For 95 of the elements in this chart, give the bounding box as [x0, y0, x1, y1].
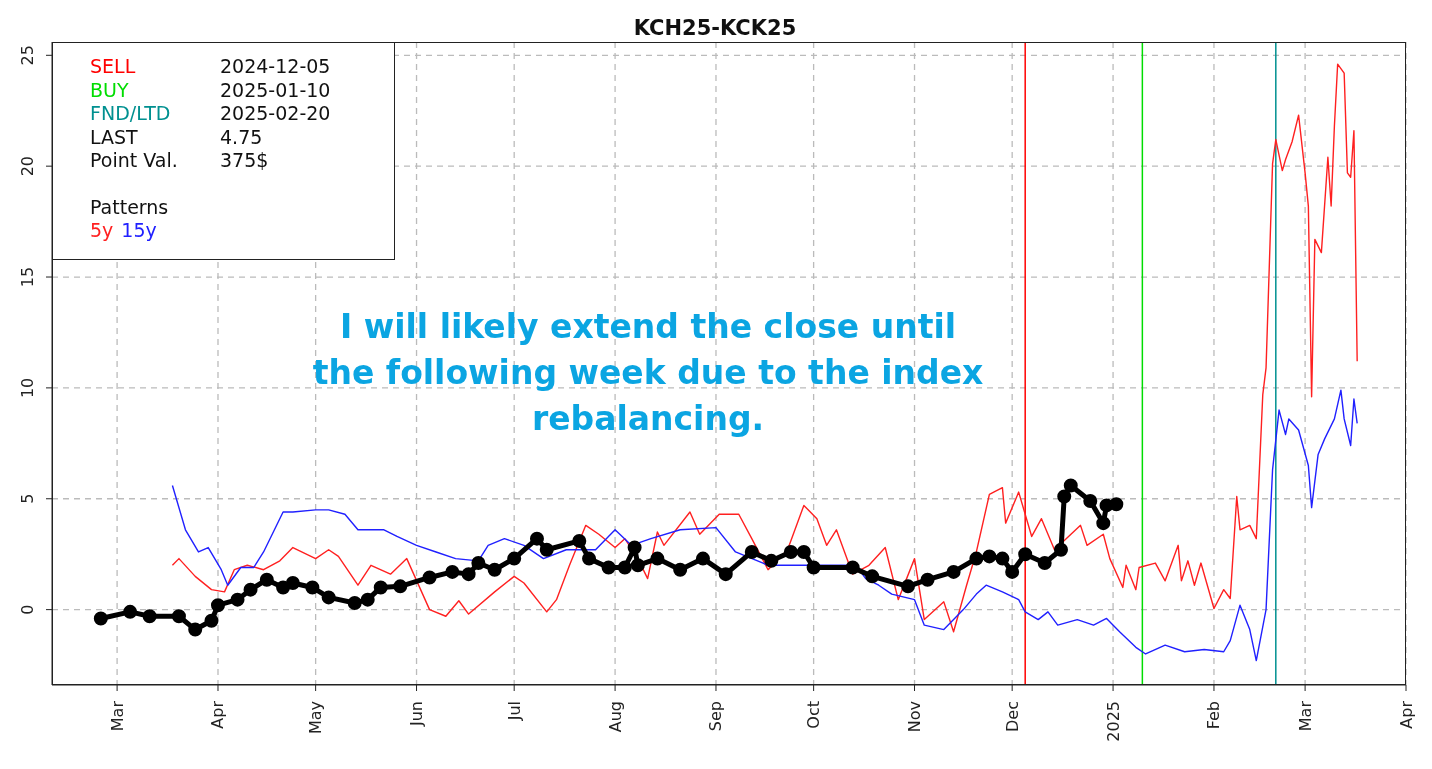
- x-tick-label: Apr: [208, 700, 228, 729]
- point: [507, 551, 522, 566]
- point: [1109, 497, 1124, 512]
- point: [1057, 489, 1072, 504]
- point: [142, 609, 157, 624]
- point: [601, 560, 616, 575]
- point: [865, 569, 880, 584]
- point: [783, 544, 798, 559]
- ref-line-label: BUY: [90, 78, 130, 102]
- y-tick-label: 0: [18, 604, 38, 615]
- y-tick-label: 20: [18, 155, 38, 177]
- x-tick-label: Apr: [1396, 700, 1416, 729]
- annotation: 2025-02-20: [220, 102, 331, 126]
- point: [1018, 547, 1033, 562]
- point: [276, 580, 291, 595]
- point: [422, 570, 437, 585]
- x-tick-label: Sep: [706, 701, 726, 732]
- point: [796, 544, 811, 559]
- point: [1037, 556, 1052, 571]
- annotation: 2024-12-05: [220, 55, 331, 79]
- point: [695, 551, 710, 566]
- point: [764, 553, 779, 568]
- point: [285, 576, 300, 591]
- point: [630, 558, 645, 573]
- x-tick-label: Aug: [605, 701, 625, 733]
- x-tick-label: Feb: [1204, 701, 1224, 730]
- line-series: [171, 389, 1358, 662]
- point: [627, 540, 642, 555]
- annotation: 375$: [220, 149, 269, 173]
- point: [123, 604, 138, 619]
- point: [393, 579, 408, 594]
- y-tick-label: 15: [18, 266, 38, 288]
- point: [305, 580, 320, 595]
- point: [845, 560, 860, 575]
- point: [243, 582, 258, 597]
- text: 15y: [121, 219, 157, 241]
- point: [529, 531, 544, 546]
- x-tick-label: Nov: [905, 701, 925, 733]
- point: [93, 611, 108, 626]
- point: [617, 560, 632, 575]
- point: [487, 562, 502, 577]
- point: [650, 551, 665, 566]
- ref-line-label: FND/LTD: [90, 102, 172, 126]
- annotation: Point Val.: [90, 149, 179, 173]
- x-tick-label: Oct: [804, 701, 824, 729]
- point: [995, 551, 1010, 566]
- point: [969, 551, 984, 566]
- point: [211, 598, 225, 613]
- point: [1099, 498, 1114, 513]
- x-tick-label: Jun: [407, 701, 427, 727]
- x-tick-label: Jul: [504, 701, 524, 722]
- point: [920, 572, 935, 587]
- point: [461, 567, 476, 582]
- point: [471, 556, 486, 571]
- point: [1096, 516, 1111, 531]
- point: [572, 533, 587, 548]
- point: [673, 562, 688, 577]
- point: [259, 572, 274, 587]
- x-tick-label: 2025: [1103, 701, 1123, 742]
- point: [982, 549, 997, 564]
- point: [204, 613, 219, 628]
- point: [1063, 478, 1078, 493]
- x-tick-label: Dec: [1002, 701, 1022, 732]
- point: [230, 592, 245, 607]
- point: [188, 622, 203, 637]
- point: [373, 580, 388, 595]
- point: [1005, 564, 1020, 579]
- y-tick-label: 5: [18, 493, 38, 504]
- point: [445, 564, 460, 579]
- x-tick-label: Mar: [1295, 700, 1315, 732]
- legend-title: Patterns: [90, 195, 170, 219]
- x-tick-label: Mar: [107, 700, 127, 732]
- point: [901, 579, 916, 594]
- annotation: 4.75: [220, 125, 263, 149]
- point: [539, 542, 554, 557]
- annotation: 2025-01-10: [220, 78, 331, 102]
- ref-line-label: SELL: [90, 55, 137, 79]
- point: [806, 560, 821, 575]
- point: [1083, 493, 1098, 508]
- x-tick-label: May: [306, 701, 326, 735]
- point: [321, 590, 336, 605]
- point: [744, 544, 759, 559]
- text: 5y: [90, 219, 114, 241]
- point: [582, 551, 597, 566]
- chart-title: KCH25-KCK25: [632, 16, 798, 40]
- y-tick-label: 25: [18, 45, 38, 66]
- point: [946, 564, 961, 579]
- point: [360, 592, 375, 607]
- annotation: LAST: [90, 125, 139, 149]
- y-tick-label: 10: [18, 377, 38, 399]
- point: [347, 595, 362, 610]
- point: [1053, 542, 1068, 557]
- point: [171, 609, 186, 624]
- point: [718, 567, 733, 582]
- annotation: I will likely extend the close until the following week due to the index rebalancing.: [311, 306, 985, 440]
